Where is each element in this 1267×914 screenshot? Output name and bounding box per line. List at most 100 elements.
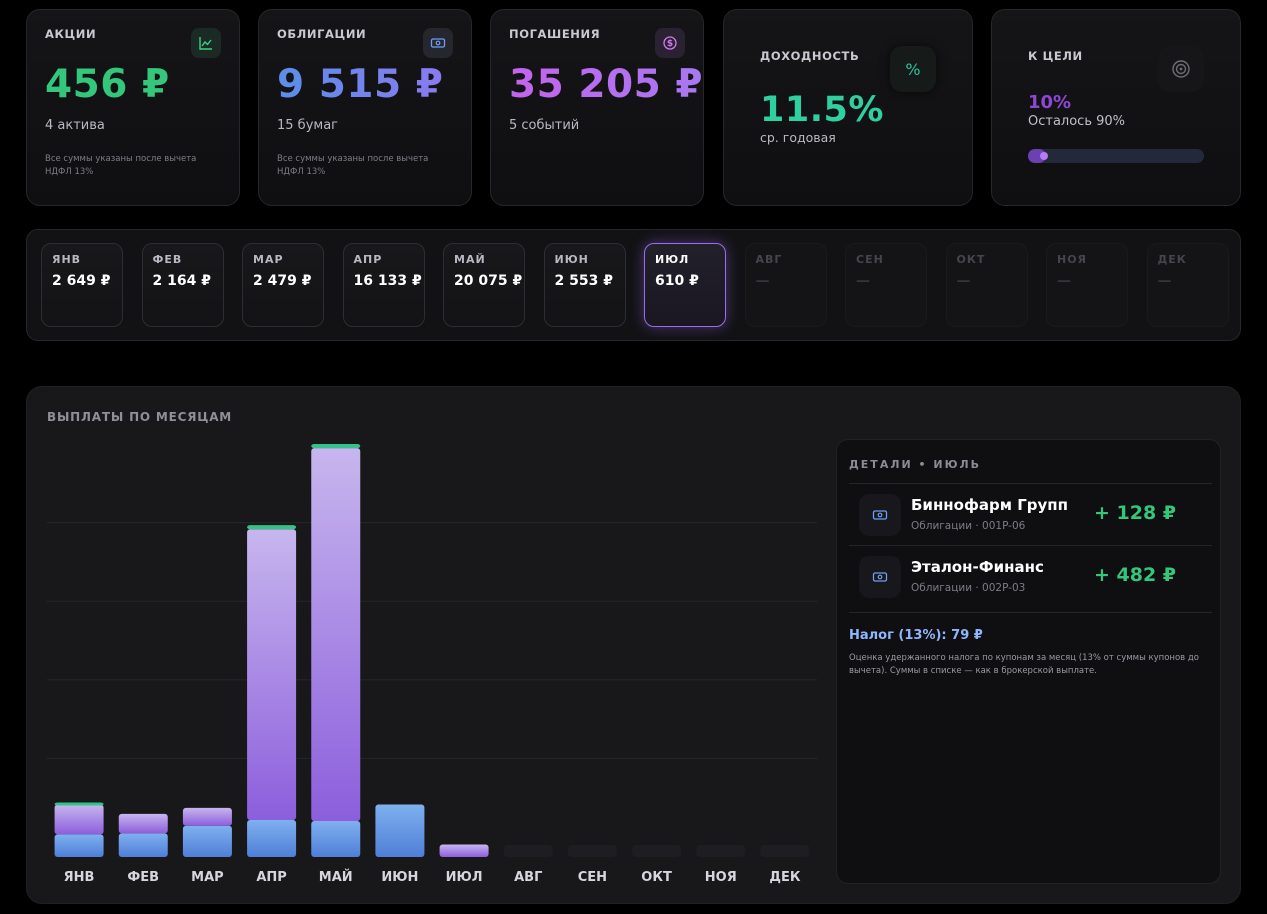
banknote-icon (859, 556, 901, 598)
month-tile-8[interactable]: СЕН — (845, 243, 927, 327)
month-tile-value: — (956, 273, 971, 289)
month-tile-name: ФЕВ (152, 253, 183, 266)
chart-title: ВЫПЛАТЫ ПО МЕСЯЦАМ (47, 410, 233, 424)
details-panel: ДЕТАЛИ • ИЮЛЬ Биннофарм Групп Облигации … (836, 439, 1221, 884)
month-tile-2[interactable]: МАР 2 479 ₽ (242, 243, 324, 327)
chart-bar-ФЕВ-s0[interactable] (118, 833, 168, 857)
month-tile-4[interactable]: МАЙ 20 075 ₽ (443, 243, 525, 327)
detail-item-name: Эталон-Финанс (911, 558, 1044, 576)
bonds-sub: 15 бумаг (277, 118, 338, 133)
bonds-note: Все суммы указаны после вычета НДФЛ 13% (277, 154, 429, 177)
chart-bar-ИЮН-s0[interactable] (375, 804, 425, 857)
month-tile-name: ИЮН (554, 253, 589, 266)
chart-bar-empty-7 (503, 845, 553, 857)
month-tile-5[interactable]: ИЮН 2 553 ₽ (543, 243, 626, 327)
month-tile-name: АПР (353, 253, 383, 266)
goal-title: К ЦЕЛИ (1028, 49, 1083, 63)
detail-item[interactable]: Эталон-Финанс Облигации · 002P-03 + 482 … (849, 545, 1212, 607)
chart-tick-label: НОЯ (705, 870, 737, 885)
detail-item-amount: + 482 ₽ (1093, 564, 1176, 586)
chart-bar-МАР-s1[interactable] (182, 807, 232, 826)
chart-bar-МАР-s0[interactable] (182, 825, 232, 857)
banknote-icon (423, 28, 453, 58)
chart-bar-ЯНВ-s2[interactable] (54, 802, 104, 806)
month-tile-value: 2 649 ₽ (52, 273, 111, 289)
month-tile-value: — (1057, 273, 1071, 289)
payments-chart: ЯНВ ФЕВ МАР АПР МАЙ ИЮН ИЮЛ АВГ СЕН ОКТ НОЯ ДЕК (47, 444, 817, 885)
chart-tick-label: СЕН (578, 870, 607, 885)
yield-title: ДОХОДНОСТЬ (760, 49, 860, 63)
banknote-icon (859, 494, 901, 536)
chart-bar-empty-10 (696, 845, 746, 857)
chart-bar-АПР-s1[interactable] (247, 529, 297, 820)
month-tile-name: ОКТ (956, 253, 986, 266)
redemptions-title: ПОГАШЕНИЯ (509, 27, 601, 41)
chart-tick-label: АВГ (514, 870, 542, 885)
chart-tick-label: ИЮН (381, 870, 418, 885)
redemptions-value: 35 205 ₽ (509, 62, 703, 107)
chart-bar-empty-11 (760, 845, 810, 857)
goal-progress-dot (1040, 152, 1048, 160)
month-tile-10[interactable]: НОЯ — (1046, 243, 1128, 327)
bonds-title: ОБЛИГАЦИИ (277, 27, 367, 41)
month-tile-value: — (856, 273, 870, 289)
month-tile-7[interactable]: АВГ — (744, 243, 827, 327)
chart-line-icon (191, 28, 221, 58)
month-tile-11[interactable]: ДЕК — (1146, 243, 1229, 327)
stocks-title: АКЦИИ (45, 27, 97, 41)
goal-card: К ЦЕЛИ 10% Осталось 90% (991, 9, 1241, 206)
svg-text:$: $ (667, 39, 673, 49)
chart-bar-МАЙ-s0[interactable] (311, 820, 361, 857)
tax-note: Оценка удержанного налога по купонам за … (849, 653, 1199, 676)
stocks-value: 456 ₽ (45, 62, 170, 107)
month-tile-1[interactable]: ФЕВ 2 164 ₽ (141, 243, 224, 327)
chart-bar-empty-9 (632, 845, 682, 857)
chart-bar-АПР-s0[interactable] (247, 819, 297, 857)
redemptions-sub: 5 событий (509, 118, 580, 133)
bonds-card: ОБЛИГАЦИИ 9 515 ₽ 15 бумаг Все суммы ука… (258, 9, 472, 206)
detail-item[interactable]: Биннофарм Групп Облигации · 001P-06 + 12… (849, 483, 1212, 545)
tax-total: Налог (13%): 79 ₽ (849, 628, 983, 643)
detail-item-sub: Облигации · 002P-03 (911, 582, 1026, 594)
chart-bar-ИЮЛ-s1[interactable] (439, 844, 489, 857)
month-tile-3[interactable]: АПР 16 133 ₽ (342, 243, 425, 327)
month-tile-0[interactable]: ЯНВ 2 649 ₽ (41, 243, 123, 327)
yield-value: 11.5% (760, 90, 884, 130)
chart-bar-ФЕВ-s1[interactable] (118, 813, 168, 834)
chart-bar-АПР-s2[interactable] (247, 525, 297, 530)
month-tile-value: 2 164 ₽ (152, 273, 211, 289)
chart-tick-label: МАР (191, 870, 224, 885)
yield-sub: ср. годовая (760, 130, 836, 145)
chart-bar-МАЙ-s2[interactable] (311, 444, 361, 449)
goal-progress-bar (1028, 149, 1204, 163)
month-tile-name: МАЙ (454, 253, 486, 266)
month-tile-value: 2 479 ₽ (253, 273, 312, 289)
chart-tick-label: ДЕК (769, 870, 800, 885)
month-tile-name: АВГ (755, 253, 783, 266)
month-tile-name: НОЯ (1057, 253, 1088, 266)
goal-value: 10% (1028, 92, 1072, 113)
month-tile-value: 20 075 ₽ (454, 273, 523, 289)
month-tile-9[interactable]: ОКТ — (945, 243, 1028, 327)
redemptions-card: ПОГАШЕНИЯ $ 35 205 ₽ 5 событий (490, 9, 704, 206)
chart-bar-ЯНВ-s1[interactable] (54, 804, 104, 835)
stocks-sub: 4 актива (45, 118, 105, 133)
chart-tick-label: МАЙ (319, 869, 353, 885)
goal-sub: Осталось 90% (1028, 114, 1126, 129)
chart-tick-label: ИЮЛ (446, 870, 483, 885)
month-tile-value: 610 ₽ (655, 273, 699, 289)
chart-tick-label: ОКТ (641, 870, 672, 885)
stocks-card: АКЦИИ 456 ₽ 4 актива Все суммы указаны п… (26, 9, 240, 206)
detail-item-name: Биннофарм Групп (911, 496, 1069, 514)
month-tile-name: ЯНВ (52, 253, 82, 266)
chart-tick-label: АПР (256, 870, 286, 885)
month-tile-6[interactable]: ИЮЛ 610 ₽ (644, 243, 726, 327)
chart-bar-empty-8 (567, 845, 617, 857)
bonds-value: 9 515 ₽ (277, 62, 444, 107)
chart-bar-ЯНВ-s0[interactable] (54, 834, 104, 857)
chart-bar-МАЙ-s1[interactable] (311, 448, 361, 821)
details-divider (849, 612, 1212, 613)
stocks-note: Все суммы указаны после вычета НДФЛ 13% (45, 154, 197, 177)
month-tile-value: 16 133 ₽ (353, 273, 422, 289)
chart-tick-label: ЯНВ (64, 870, 95, 885)
